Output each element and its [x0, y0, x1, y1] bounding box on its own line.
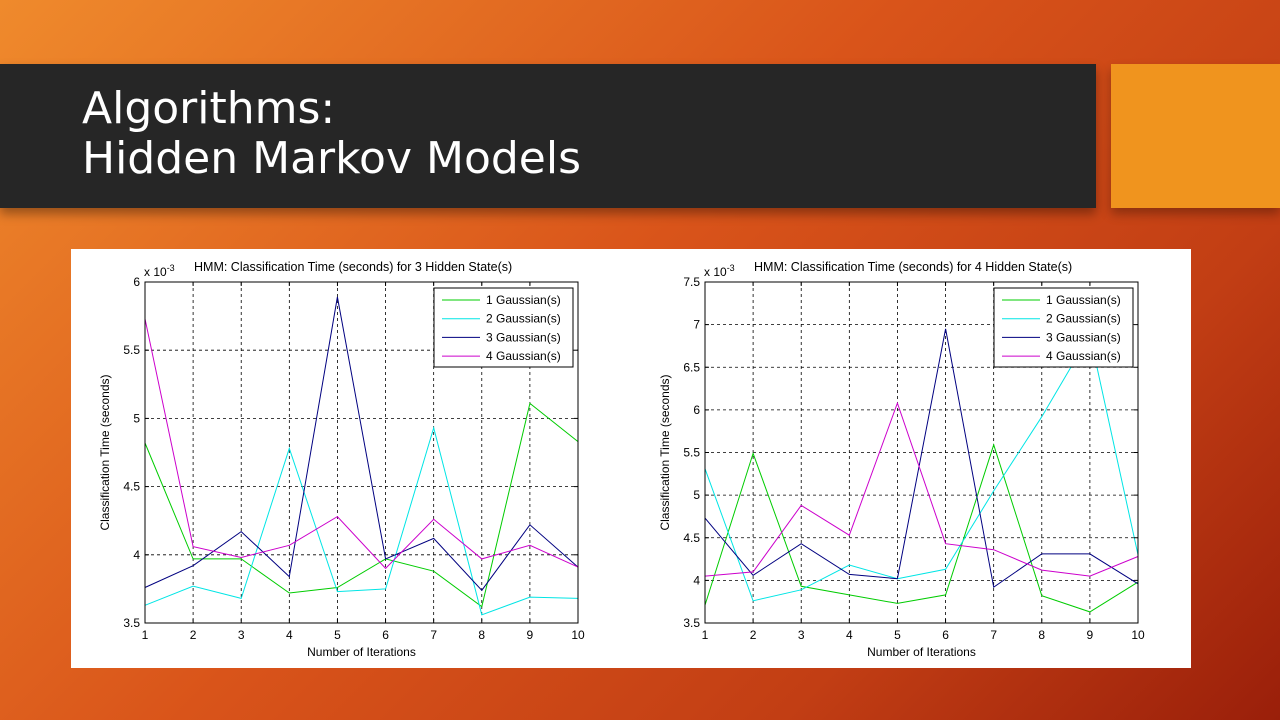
axis-exponent-label: x 10-3 [144, 263, 175, 279]
y-tick-label: 3.5 [683, 616, 700, 630]
y-tick-label: 6 [133, 275, 140, 289]
slide-title-line-2: Hidden Markov Models [82, 133, 582, 184]
title-bar [0, 64, 1096, 208]
series-line-3 [704, 328, 1139, 589]
y-tick-label: 4 [693, 573, 700, 587]
y-tick-label: 3.5 [123, 616, 140, 630]
series-line-3 [144, 296, 579, 592]
accent-box [1111, 64, 1280, 208]
figure-panel: 1 2 3 4 5 6 7 8 9 10 3.5 4 4.5 5 5.5 6 x 10-3 HMM: Classi… [71, 249, 1191, 668]
x-tick-label: 4 [286, 628, 293, 642]
legend-entry: 1 Gaussian(s) [1046, 293, 1121, 307]
x-tick-label: 4 [846, 628, 853, 642]
x-tick-label: 6 [942, 628, 949, 642]
y-axis-label: Classification Time (seconds) [98, 374, 112, 530]
y-tick-label: 5 [133, 411, 140, 425]
y-tick-label: 7 [693, 318, 700, 332]
y-tick-label: 5 [693, 488, 700, 502]
plot-frame [144, 281, 579, 624]
x-axis-label: Number of Iterations [867, 645, 976, 659]
x-tick-label: 10 [571, 628, 585, 642]
x-tick-label: 8 [1038, 628, 1045, 642]
y-tick-label: 4 [133, 548, 140, 562]
x-tick-label: 10 [1131, 628, 1145, 642]
x-tick-label: 5 [334, 628, 341, 642]
y-tick-label: 7.5 [683, 275, 700, 289]
x-axis-label: Number of Iterations [307, 645, 416, 659]
y-tick-label: 5.5 [683, 446, 700, 460]
series-line-1 [704, 443, 1139, 613]
series-line-2 [704, 333, 1139, 602]
series-line-4 [144, 318, 579, 570]
x-tick-label: 1 [142, 628, 149, 642]
series-line-2 [144, 426, 579, 616]
legend-entry: 1 Gaussian(s) [486, 293, 561, 307]
y-tick-label: 4.5 [123, 480, 140, 494]
legend-entry: 3 Gaussian(s) [1046, 330, 1121, 344]
y-tick-label: 4.5 [683, 531, 700, 545]
x-tick-label: 7 [430, 628, 437, 642]
slide-title-line-1: Algorithms: [82, 83, 336, 134]
x-tick-label: 1 [702, 628, 709, 642]
chart-title: HMM: Classification Time (seconds) for 3… [194, 260, 512, 274]
charts-svg: 1 2 3 4 5 6 7 8 9 10 3.5 4 4.5 5 5.5 6 x 10-3 HMM: Classi… [98, 260, 1145, 659]
slide-title: Algorithms: Hidden Markov Models [82, 84, 581, 184]
x-tick-label: 8 [478, 628, 485, 642]
legend-entry: 4 Gaussian(s) [486, 349, 561, 363]
legend-box [433, 287, 574, 368]
y-tick-label: 6.5 [683, 360, 700, 374]
x-tick-label: 9 [1087, 628, 1094, 642]
x-tick-label: 7 [990, 628, 997, 642]
x-tick-label: 9 [527, 628, 534, 642]
legend-entry: 2 Gaussian(s) [1046, 312, 1121, 326]
legend-box [993, 287, 1134, 368]
x-tick-label: 3 [798, 628, 805, 642]
series-line-4 [704, 401, 1139, 577]
x-tick-label: 2 [190, 628, 197, 642]
x-tick-label: 6 [382, 628, 389, 642]
legend-entry: 4 Gaussian(s) [1046, 349, 1121, 363]
legend-entry: 3 Gaussian(s) [486, 330, 561, 344]
series-line-1 [144, 402, 579, 608]
chart-title: HMM: Classification Time (seconds) for 4… [754, 260, 1072, 274]
x-tick-label: 5 [894, 628, 901, 642]
x-tick-label: 3 [238, 628, 245, 642]
y-tick-label: 5.5 [123, 343, 140, 357]
y-tick-label: 6 [693, 403, 700, 417]
axis-exponent-label: x 10-3 [704, 263, 735, 279]
x-tick-label: 2 [750, 628, 757, 642]
legend-entry: 2 Gaussian(s) [486, 312, 561, 326]
y-axis-label: Classification Time (seconds) [658, 374, 672, 530]
